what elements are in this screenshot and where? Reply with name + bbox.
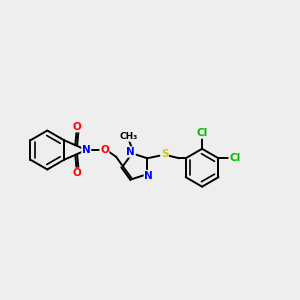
- Text: Cl: Cl: [196, 128, 208, 138]
- Text: S: S: [161, 149, 168, 160]
- Text: CH₃: CH₃: [120, 132, 138, 141]
- Text: O: O: [72, 168, 81, 178]
- Text: O: O: [100, 145, 109, 155]
- Text: Cl: Cl: [229, 153, 240, 163]
- Text: N: N: [82, 145, 91, 155]
- Text: O: O: [72, 122, 81, 132]
- Text: N: N: [144, 170, 153, 181]
- Text: N: N: [126, 147, 135, 157]
